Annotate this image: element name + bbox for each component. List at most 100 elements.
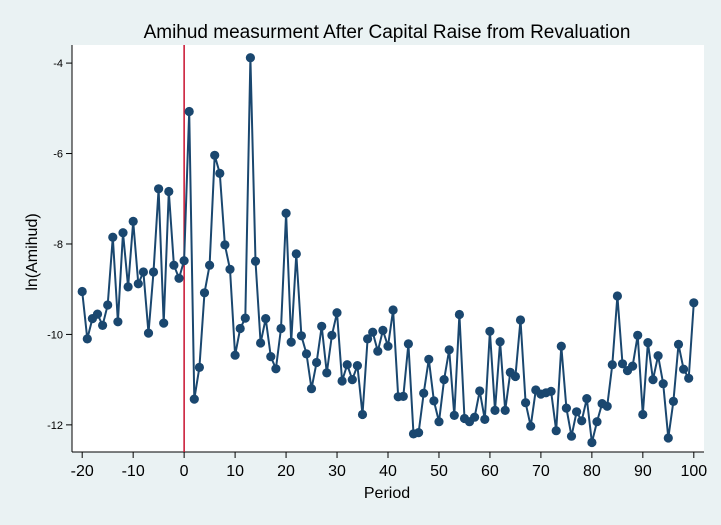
data-point xyxy=(612,291,623,301)
y-ticks: -4 -6 -8 -10 -12 xyxy=(47,58,72,432)
data-point xyxy=(128,216,138,226)
x-tick-label: 60 xyxy=(481,463,499,480)
data-point xyxy=(383,341,393,351)
data-point xyxy=(602,401,612,411)
data-point xyxy=(454,309,464,320)
x-tick-label: 10 xyxy=(226,463,244,480)
data-point xyxy=(342,360,352,370)
data-point xyxy=(373,346,383,356)
data-point xyxy=(643,338,653,348)
data-point xyxy=(526,421,536,431)
data-point xyxy=(658,379,668,389)
data-point xyxy=(485,326,495,336)
data-point xyxy=(352,361,362,371)
x-tick-label: 90 xyxy=(634,463,652,480)
y-tick-label: -8 xyxy=(53,239,63,251)
x-tick-label: 70 xyxy=(532,463,550,480)
y-tick-label: -12 xyxy=(47,420,63,432)
data-point xyxy=(169,260,179,270)
y-axis-label: ln(Amihud) xyxy=(24,213,41,290)
data-point xyxy=(633,330,643,340)
data-point xyxy=(205,260,215,270)
data-point xyxy=(256,338,266,348)
data-point xyxy=(572,407,582,417)
data-point xyxy=(220,240,230,250)
data-point xyxy=(617,359,628,369)
data-point xyxy=(546,386,556,396)
data-point xyxy=(148,267,159,277)
data-point xyxy=(271,364,281,374)
data-point xyxy=(668,396,679,406)
data-point xyxy=(648,375,658,385)
data-point xyxy=(77,286,87,297)
data-point xyxy=(179,256,189,266)
data-point xyxy=(322,368,332,378)
data-point xyxy=(653,351,663,361)
x-ticks: -20 -10 0 10 20 30 40 50 60 70 80 90 100 xyxy=(71,452,707,480)
data-point xyxy=(500,405,510,415)
data-point xyxy=(92,309,103,319)
data-point xyxy=(363,334,373,344)
data-point xyxy=(281,208,291,218)
data-point xyxy=(414,428,424,438)
data-point xyxy=(592,417,602,427)
data-point xyxy=(174,273,184,283)
data-point xyxy=(673,339,684,349)
data-point xyxy=(296,331,306,341)
data-point xyxy=(689,298,699,308)
data-point xyxy=(495,337,505,347)
data-point xyxy=(123,282,133,292)
data-point xyxy=(113,317,123,327)
data-point xyxy=(164,186,174,197)
data-point xyxy=(154,184,164,194)
data-point xyxy=(261,314,271,324)
data-point xyxy=(225,264,235,274)
data-point xyxy=(199,288,210,298)
data-point xyxy=(317,321,327,331)
data-point xyxy=(184,106,194,117)
data-point xyxy=(515,315,526,325)
data-point xyxy=(378,325,388,335)
data-point xyxy=(444,345,454,355)
data-point xyxy=(368,327,378,337)
data-point xyxy=(551,426,561,436)
data-point xyxy=(276,323,286,334)
data-point xyxy=(189,394,199,404)
data-point xyxy=(143,328,154,338)
data-point xyxy=(194,362,204,372)
y-tick-label: -4 xyxy=(53,58,63,70)
data-point xyxy=(306,384,317,394)
data-point xyxy=(587,437,597,448)
data-point xyxy=(332,308,342,318)
y-tick-label: -6 xyxy=(53,149,63,161)
data-point xyxy=(398,391,408,401)
x-tick-label: 0 xyxy=(180,463,189,480)
data-point xyxy=(566,431,577,441)
data-point xyxy=(82,334,92,344)
data-point xyxy=(510,371,520,382)
data-point xyxy=(235,323,245,334)
data-point xyxy=(628,361,638,371)
data-point xyxy=(561,403,572,413)
x-tick-label: 80 xyxy=(583,463,601,480)
data-point xyxy=(480,414,490,424)
x-tick-label: 50 xyxy=(430,463,448,480)
data-point xyxy=(434,417,444,427)
data-point xyxy=(210,150,220,160)
data-point xyxy=(98,320,108,330)
data-point xyxy=(215,168,225,178)
data-point xyxy=(240,313,250,323)
data-point xyxy=(429,396,439,406)
data-point xyxy=(133,279,143,289)
data-point xyxy=(607,360,617,370)
y-tick-label: -10 xyxy=(47,329,63,341)
data-point xyxy=(439,375,449,385)
data-point xyxy=(679,364,689,374)
data-point xyxy=(403,339,413,349)
x-tick-label: 40 xyxy=(379,463,397,480)
x-tick-label: -20 xyxy=(71,463,94,480)
data-point xyxy=(638,409,648,420)
data-point xyxy=(357,409,368,420)
x-tick-label: -10 xyxy=(122,463,145,480)
series-points xyxy=(77,53,699,448)
